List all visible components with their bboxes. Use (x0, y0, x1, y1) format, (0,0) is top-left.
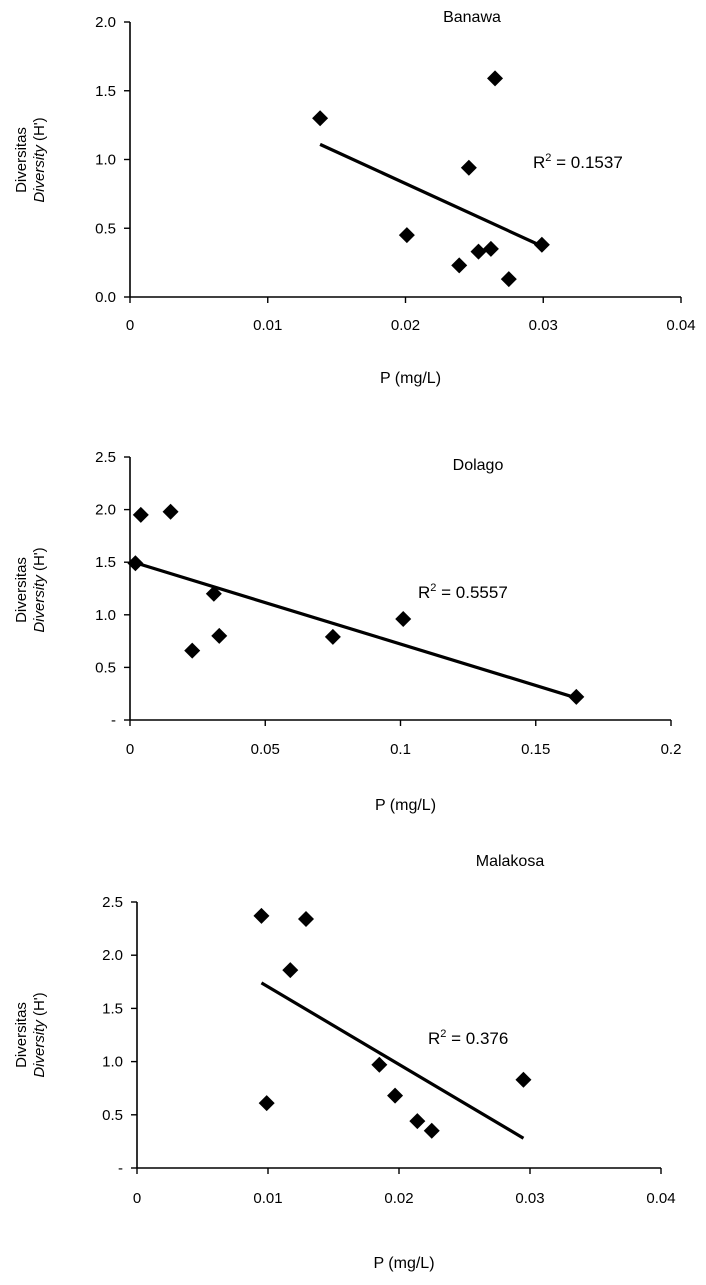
x-tick-label: 0 (126, 741, 134, 758)
data-point (184, 642, 201, 659)
y-tick-label: 2.5 (95, 449, 116, 466)
data-point (297, 911, 314, 928)
chart-malakosa-svg: - 0.5 1.0 1.5 2.0 2.5 0 0.01 0.02 0.03 0.04 P (mg/L… (13, 853, 676, 1272)
data-point (533, 236, 550, 253)
data-point (127, 555, 144, 572)
data-point (500, 271, 517, 288)
trendline (260, 981, 525, 1140)
y-tick-label: 0.5 (95, 220, 116, 237)
data-point (371, 1056, 388, 1073)
r-squared-label: R2 = 0.5557 (418, 582, 508, 602)
y-axis-label-line1: Diversitas (13, 127, 30, 193)
chart-title: Banawa (443, 9, 501, 26)
x-tick-label: 0.02 (391, 317, 420, 334)
x-tick-label: 0.1 (390, 741, 411, 758)
y-tick-label: - (118, 1160, 123, 1177)
x-tick-label: 0.04 (666, 317, 695, 334)
x-tick-label: 0 (133, 1190, 141, 1207)
data-point (132, 506, 149, 523)
x-tick-label: 0.03 (515, 1190, 544, 1207)
y-tick-label: 0.5 (102, 1107, 123, 1124)
data-point (482, 240, 499, 257)
r-squared-label: R2 = 0.376 (428, 1028, 508, 1048)
y-tick-label: 2.0 (95, 14, 116, 31)
y-axis-label-line2: Diversity (H') (31, 547, 48, 632)
x-axis-label: P (mg/L) (373, 1255, 434, 1272)
y-tick-label: 2.0 (102, 947, 123, 964)
data-point (487, 70, 504, 87)
chart-banawa: 0.0 0.5 1.0 1.5 2.0 0 0.01 0.02 0.03 0.04 P (mg/L)… (0, 0, 706, 400)
chart-malakosa: - 0.5 1.0 1.5 2.0 2.5 0 0.01 0.02 0.03 0.04 P (mg/L… (0, 820, 706, 1285)
y-tick-label: - (111, 712, 116, 729)
y-tick-label: 1.5 (95, 554, 116, 571)
y-tick-label: 2.5 (102, 894, 123, 911)
r-squared-label: R2 = 0.1537 (533, 152, 623, 172)
data-point (253, 907, 270, 924)
y-tick-label: 0.5 (95, 659, 116, 676)
data-point (387, 1087, 404, 1104)
x-tick-label: 0.01 (253, 1190, 282, 1207)
x-tick-label: 0.15 (521, 741, 550, 758)
data-point (515, 1071, 532, 1088)
x-tick-label: 0.02 (384, 1190, 413, 1207)
data-point (395, 611, 412, 628)
data-point (451, 257, 468, 274)
chart-title: Dolago (453, 457, 504, 474)
y-tick-label: 0.0 (95, 289, 116, 306)
y-axis-label-line1: Diversitas (13, 557, 30, 623)
x-tick-label: 0.05 (251, 741, 280, 758)
trendline (319, 142, 543, 248)
y-tick-label: 1.0 (95, 152, 116, 169)
data-point (282, 962, 299, 979)
y-tick-label: 2.0 (95, 502, 116, 519)
data-point (162, 503, 179, 520)
x-axis-label: P (mg/L) (375, 797, 436, 814)
x-tick-label: 0.03 (529, 317, 558, 334)
x-tick-label: 0 (126, 317, 134, 334)
data-point (312, 110, 329, 127)
y-tick-label: 1.5 (102, 1000, 123, 1017)
x-tick-label: 0.04 (646, 1190, 675, 1207)
chart-title: Malakosa (476, 853, 545, 870)
chart-banawa-svg: 0.0 0.5 1.0 1.5 2.0 0 0.01 0.02 0.03 0.04 P (mg/L)… (13, 9, 696, 387)
x-tick-label: 0.01 (253, 317, 282, 334)
data-point (398, 227, 415, 244)
data-point (423, 1122, 440, 1139)
data-point (324, 628, 341, 645)
data-point (460, 159, 477, 176)
trendline (129, 559, 577, 700)
chart-dolago: - 0.5 1.0 1.5 2.0 2.5 0 0.05 0.1 0.15 0.2 P (mg/L) D… (0, 400, 706, 820)
y-axis-label-line1: Diversitas (13, 1002, 30, 1068)
y-tick-label: 1.0 (95, 607, 116, 624)
y-tick-label: 1.0 (102, 1054, 123, 1071)
data-point (409, 1113, 426, 1130)
data-point (205, 585, 222, 602)
data-point (568, 688, 585, 705)
chart-dolago-svg: - 0.5 1.0 1.5 2.0 2.5 0 0.05 0.1 0.15 0.2 P (mg/L) D… (13, 449, 682, 814)
data-point (258, 1095, 275, 1112)
x-tick-label: 0.2 (661, 741, 682, 758)
y-axis-label-line2: Diversity (H') (31, 117, 48, 202)
x-axis-label: P (mg/L) (380, 370, 441, 387)
y-tick-label: 1.5 (95, 83, 116, 100)
data-point (211, 627, 228, 644)
data-point (470, 243, 487, 260)
y-axis-label-line2: Diversity (H') (31, 992, 48, 1077)
